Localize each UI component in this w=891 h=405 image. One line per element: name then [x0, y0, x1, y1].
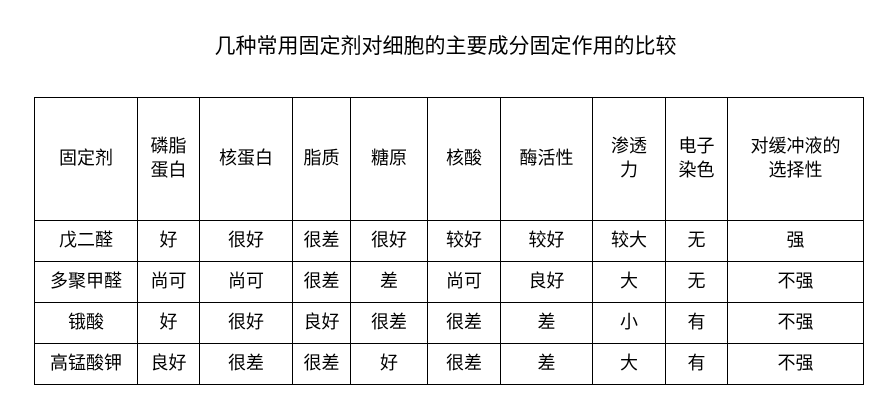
table-cell: 不强 [727, 302, 864, 344]
table-cell: 差 [350, 261, 428, 303]
table-cell: 尚可 [427, 261, 501, 303]
header-cell: 对缓冲液的 选择性 [727, 97, 864, 221]
table-cell: 不强 [727, 261, 864, 303]
header-text: 电子染色 [678, 136, 715, 181]
comparison-table: 固定剂 磷脂蛋白 核蛋白 脂质 糖原 核酸 酶活性 渗透力 电子染色 对缓冲液的 选择性 戊二醛好很好… [34, 97, 864, 385]
table-cell: 良好 [137, 343, 200, 385]
header-text: 渗透力 [610, 136, 647, 181]
table-cell: 有 [665, 302, 728, 344]
table-cell: 较大 [592, 220, 666, 262]
header-text: 磷脂蛋白 [150, 136, 187, 181]
table-cell: 很差 [292, 220, 351, 262]
table-cell: 好 [137, 302, 200, 344]
table-cell: 很好 [350, 220, 428, 262]
header-cell: 糖原 [350, 97, 428, 221]
header-text: 固定剂 [59, 148, 113, 169]
header-text: 选择性 [768, 160, 823, 181]
table-cell: 差 [500, 343, 593, 385]
table-row: 锇酸好很好 良好 很差 很差差小有不强 [34, 302, 864, 344]
header-cell: 核蛋白 [199, 97, 293, 221]
table-cell: 很差 [350, 302, 428, 344]
table-cell: 很好 [199, 220, 293, 262]
header-cell: 渗透力 [592, 97, 666, 221]
table-cell: 无 [665, 261, 728, 303]
table-cell: 尚可 [199, 261, 293, 303]
table-cell: 多聚甲醛 [34, 261, 138, 303]
table-cell: 不强 [727, 343, 864, 385]
table-cell: 戊二醛 [34, 220, 138, 262]
table-cell: 较好 [427, 220, 501, 262]
table-cell: 很差 [427, 343, 501, 385]
table-cell: 大 [592, 343, 666, 385]
table-cell: 差 [500, 302, 593, 344]
table-cell: 很好 [199, 302, 293, 344]
table-cell: 很差 [427, 302, 501, 344]
table-cell: 无 [665, 220, 728, 262]
header-cell: 固定剂 [34, 97, 138, 221]
table-cell: 较好 [500, 220, 593, 262]
table-cell: 很差 [292, 261, 351, 303]
table-cell: 良好 [500, 261, 593, 303]
table-cell: 很差 [199, 343, 293, 385]
table-cell: 好 [137, 220, 200, 262]
table-row: 高锰酸钾 良好 很差 很差好很差差大有不强 [34, 343, 864, 385]
header-cell: 磷脂蛋白 [137, 97, 200, 221]
header-cell: 电子染色 [665, 97, 728, 221]
table-cell: 尚可 [137, 261, 200, 303]
header-text: 脂质 [303, 148, 340, 169]
table-cell: 锇酸 [34, 302, 138, 344]
header-cell: 脂质 [292, 97, 351, 221]
table-cell: 大 [592, 261, 666, 303]
header-text: 核酸 [446, 148, 482, 169]
header-cell: 核酸 [427, 97, 501, 221]
table-cell: 有 [665, 343, 728, 385]
table-row: 戊二醛好很好 很差 很好 较好 较好 较大无强 [34, 220, 864, 262]
table-row: 多聚甲醛 尚可 尚可 很差差尚可 良好大无不强 [34, 261, 864, 303]
header-text: 对缓冲液的 [750, 136, 841, 157]
header-cell: 酶活性 [500, 97, 593, 221]
header-text: 酶活性 [519, 148, 574, 169]
header-text: 糖原 [371, 148, 407, 169]
table-cell: 很差 [292, 343, 351, 385]
table-cell: 好 [350, 343, 428, 385]
header-text: 核蛋白 [219, 148, 273, 169]
table-cell: 高锰酸钾 [34, 343, 138, 385]
header-row: 固定剂 磷脂蛋白 核蛋白 脂质 糖原 核酸 酶活性 渗透力 电子染色 对缓冲液的 选择性 [34, 97, 864, 221]
page-title: 几种常用固定剂对细胞的主要成分固定作用的比较 [214, 34, 677, 58]
table-cell: 小 [592, 302, 666, 344]
table-cell: 良好 [292, 302, 351, 344]
table-cell: 强 [727, 220, 864, 262]
